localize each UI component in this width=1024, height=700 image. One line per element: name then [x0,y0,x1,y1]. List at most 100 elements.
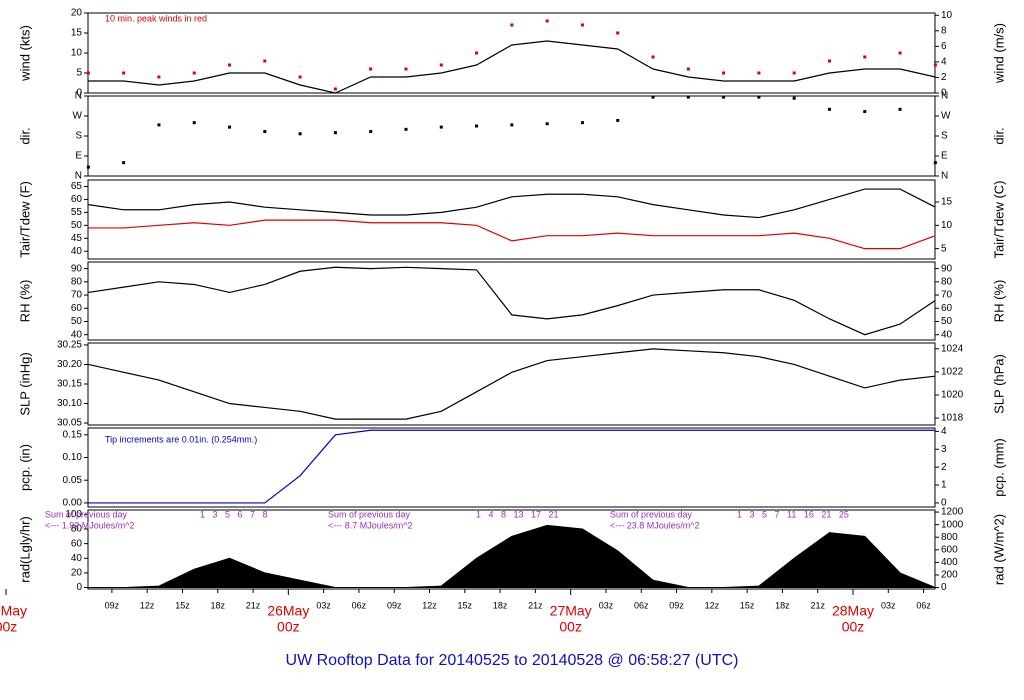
y-tick-label: 10 [71,48,83,59]
data-dot [545,122,549,126]
data-dot [86,165,90,169]
panel-frame [87,179,936,260]
data-dot [933,161,937,165]
y2-tick-label: 800 [941,532,958,543]
data-dot [580,121,584,125]
y2-tick-label: E [941,151,948,162]
rad-note: Sum of previous day [45,509,128,519]
y2-tick-label: 0 [941,88,947,99]
x-tick-label: 03z [881,600,896,610]
date-hour-label: 00z [842,619,865,635]
x-tick-label: 09z [669,600,684,610]
y2-tick-label: 5 [941,243,947,254]
y-tick-label: 30.25 [57,340,82,351]
y-tick-label: N [75,91,82,102]
data-dot [333,131,337,135]
data-dot [898,51,902,55]
data-dot [192,121,196,125]
y2-tick-label: 15 [941,197,953,208]
y2-axis-label: RH (%) [991,280,1006,323]
x-tick-label: 18z [493,600,508,610]
data-dot [863,110,867,114]
data-dot [439,63,443,67]
y2-tick-label: 1000 [941,519,964,530]
data-dot [122,161,126,165]
y-tick-label: 30.05 [57,418,82,429]
x-tick-label: 12z [422,600,437,610]
y2-tick-label: 0 [941,582,947,593]
date-hour-label: 00z [559,619,582,635]
y-tick-label: 20 [71,568,83,579]
y2-tick-label: 60 [941,303,953,314]
x-tick-label: 06z [352,600,367,610]
y-tick-label: 15 [71,28,83,39]
y2-tick-label: 70 [941,290,953,301]
data-dot [404,67,408,71]
date-label: 26May [267,603,309,619]
data-dot [369,67,373,71]
hour-marks: 1 4 8 13 17 21 [476,509,559,519]
series-line [88,40,936,94]
y-axis-label: RH (%) [17,280,32,323]
chart-title: UW Rooftop Data for 20140525 to 20140528… [286,652,739,669]
rad-note: Sum of previous day [328,509,411,519]
y-tick-label: 0.00 [63,498,83,509]
y-tick-label: 70 [71,290,83,301]
data-dot [933,63,937,67]
y-tick-label: 40 [71,329,83,340]
y-tick-label: 30.15 [57,379,82,390]
data-dot [616,31,620,35]
data-dot [686,95,690,99]
hour-marks: 1 3 5 7 11 16 21 25 [737,509,849,519]
y-tick-label: 30.10 [57,398,82,409]
y2-axis-label: rad (W/m^2) [991,514,1006,585]
x-tick-label: 21z [246,600,261,610]
y2-tick-label: 1 [941,480,947,491]
y-axis-label: rad(Lgly/hr) [17,516,32,582]
y2-axis-label: wind (m/s) [991,23,1006,84]
data-dot [263,59,267,63]
data-dot [898,107,902,111]
data-dot [722,71,726,75]
panel-frame [87,261,936,341]
y2-tick-label: 3 [941,444,947,455]
data-dot [510,123,514,127]
data-dot [298,132,302,136]
y-tick-label: 55 [71,207,83,218]
x-tick-label: 03z [316,600,331,610]
y2-tick-label: 6 [941,41,947,52]
rad-note: <--- 1.92 MJoules/m^2 [45,520,135,530]
x-tick-label: 18z [210,600,225,610]
y-tick-label: 65 [71,181,83,192]
data-dot [580,23,584,27]
y2-tick-label: 4 [941,57,947,68]
y-tick-label: 0.15 [63,429,83,440]
x-tick-label: 06z [916,600,931,610]
y2-tick-label: 1200 [941,507,964,518]
series-line [88,266,936,336]
y-axis-label: SLP (inHg) [17,352,32,415]
y-tick-label: E [75,151,82,162]
data-dot [651,95,655,99]
data-dot [792,96,796,100]
date-label: 28May [832,603,874,619]
data-dot [616,118,620,122]
y2-tick-label: N [941,91,948,102]
y2-tick-label: 8 [941,25,947,36]
y-axis-label: dir. [17,127,32,144]
x-tick-label: 12z [140,600,155,610]
data-dot [122,71,126,75]
panel-frame [87,342,936,426]
y2-tick-label: 400 [941,557,958,568]
date-label: 25May [0,603,27,619]
date-hour-label: 00z [277,619,300,635]
x-tick-label: 21z [810,600,825,610]
x-tick-label: 15z [175,600,190,610]
rad-note: <--- 23.8 MJoules/m^2 [610,520,700,530]
y-tick-label: 40 [71,246,83,257]
x-tick-label: 12z [705,600,720,610]
y2-tick-label: 1024 [941,343,964,354]
data-dot [404,127,408,131]
data-dot [722,95,726,99]
